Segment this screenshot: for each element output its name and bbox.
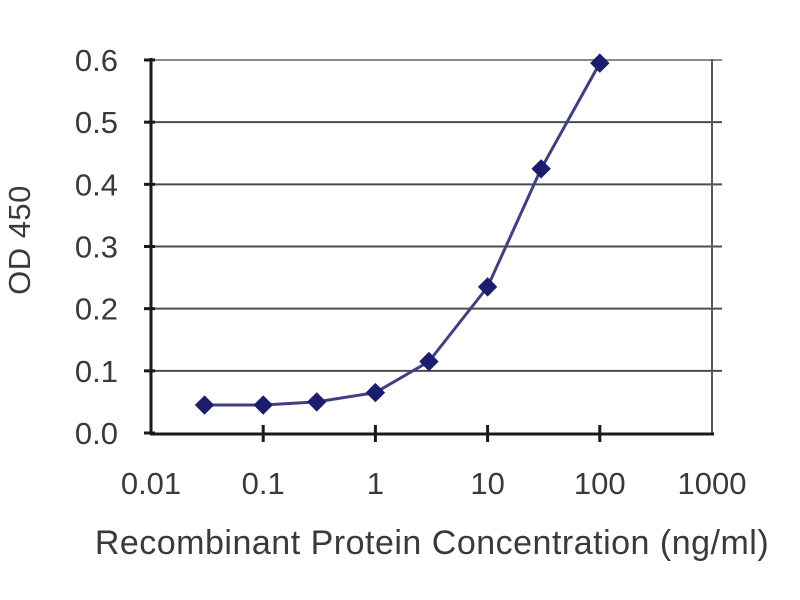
x-tick-label: 0.01: [121, 466, 181, 501]
series-line: [204, 62, 602, 407]
data-point-marker: [365, 382, 386, 403]
data-point-marker: [194, 395, 215, 415]
x-axis-title: Recombinant Protein Concentration (ng/ml…: [94, 524, 770, 562]
data-point-marker: [590, 53, 610, 73]
y-tick-label: 0.6: [75, 43, 118, 78]
data-point-marker: [253, 395, 273, 415]
y-tick-label: 0.4: [75, 167, 118, 202]
y-tick-label: 0.1: [75, 354, 118, 389]
y-tick-label: 0.3: [75, 230, 118, 265]
y-tick-label: 0.2: [75, 292, 118, 327]
x-tick-label: 1: [367, 466, 384, 501]
x-tick-label: 100: [574, 466, 626, 501]
x-tick-label: 1000: [678, 466, 747, 501]
data-point-marker: [307, 392, 327, 412]
data-point-marker: [531, 159, 551, 179]
data-point-marker: [477, 277, 498, 297]
x-tick-label: 0.1: [242, 466, 285, 501]
x-tick-label: 10: [470, 466, 504, 501]
y-tick-label: 0.5: [75, 105, 118, 140]
y-tick-label: 0.0: [75, 416, 118, 451]
y-axis-title: OD 450: [2, 185, 37, 295]
data-point-marker: [419, 351, 439, 372]
